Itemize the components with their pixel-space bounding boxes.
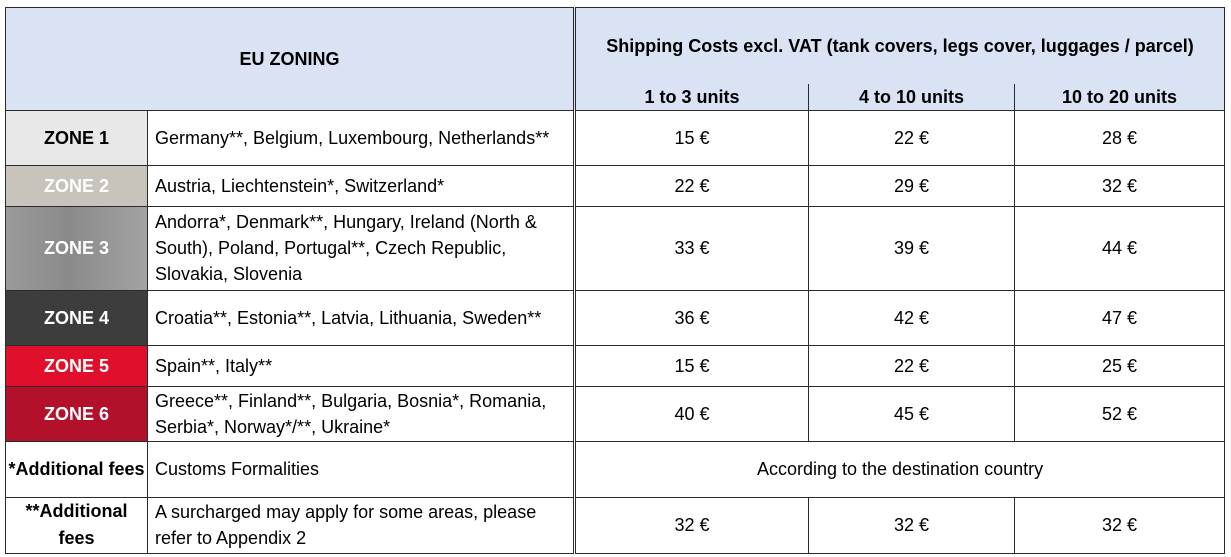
units-header-3: 10 to 20 units (1014, 83, 1226, 111)
units-header-2: 4 to 10 units (808, 83, 1016, 111)
shipping-cost-table-container: EU ZONING Shipping Costs excl. VAT (tank… (4, 7, 1226, 554)
zone-1-price-3: 28 € (1014, 109, 1226, 166)
zone-6-price-1: 40 € (573, 385, 810, 442)
zone-2-price-3: 32 € (1014, 164, 1226, 207)
eu-zoning-header: EU ZONING (4, 7, 576, 111)
destination-country-note: According to the destination country (573, 440, 1226, 498)
zone-4-price-3: 47 € (1014, 289, 1226, 346)
zone-4-price-1: 36 € (573, 289, 810, 346)
zone-6-countries: Greece**, Finland**, Bulgaria, Bosnia*, … (146, 385, 576, 442)
zone-1-price-2: 22 € (808, 109, 1016, 166)
zone-1-price-1: 15 € (573, 109, 810, 166)
header-row-2: 1 to 3 units 4 to 10 units 10 to 20 unit… (6, 83, 1226, 111)
zone-6-price-2: 45 € (808, 385, 1016, 442)
zone-4-price-2: 42 € (808, 289, 1016, 346)
zone-5-countries: Spain**, Italy** (146, 344, 576, 387)
zone-5-label: ZONE 5 (5, 344, 148, 387)
zone-5-price-2: 22 € (808, 344, 1016, 387)
zone-row-3: ZONE 3 Andorra*, Denmark**, Hungary, Ire… (5, 205, 1226, 291)
zone-3-price-2: 39 € (808, 205, 1016, 291)
zone-2-price-1: 22 € (573, 164, 810, 207)
zone-1-label: ZONE 1 (5, 109, 148, 166)
zone-3-countries: Andorra*, Denmark**, Hungary, Ireland (N… (146, 205, 576, 291)
zone-5-price-1: 15 € (573, 344, 810, 387)
zone-3-price-3: 44 € (1014, 205, 1226, 291)
zone-3-label: ZONE 3 (5, 205, 148, 291)
customs-formalities-text: Customs Formalities (146, 440, 576, 498)
surcharge-price-1: 32 € (573, 496, 810, 554)
fees-row-2: **Additional fees A surcharged may apply… (5, 496, 1226, 554)
zone-2-price-2: 29 € (808, 164, 1016, 207)
additional-fees-label-2: **Additional fees (5, 496, 148, 554)
fees-row-1: *Additional fees Customs Formalities Acc… (5, 440, 1226, 498)
header-row-1: EU ZONING Shipping Costs excl. VAT (tank… (4, 7, 1226, 111)
zone-1-countries: Germany**, Belgium, Luxembourg, Netherla… (146, 109, 576, 166)
zone-row-2: ZONE 2 Austria, Liechtenstein*, Switzerl… (5, 164, 1226, 207)
zone-3-price-1: 33 € (573, 205, 810, 291)
shipping-costs-header: Shipping Costs excl. VAT (tank covers, l… (573, 7, 1226, 84)
surcharge-price-2: 32 € (808, 496, 1016, 554)
zone-row-5: ZONE 5 Spain**, Italy** 15 € 22 € 25 € (5, 344, 1226, 387)
shipping-cost-table: EU ZONING Shipping Costs excl. VAT (tank… (4, 7, 1226, 554)
zone-6-price-3: 52 € (1014, 385, 1226, 442)
zone-2-countries: Austria, Liechtenstein*, Switzerland* (146, 164, 576, 207)
zone-row-6: ZONE 6 Greece**, Finland**, Bulgaria, Bo… (5, 385, 1226, 442)
surcharge-price-3: 32 € (1014, 496, 1226, 554)
zone-6-label: ZONE 6 (5, 385, 148, 442)
units-header-1: 1 to 3 units (573, 83, 810, 111)
surcharge-text: A surcharged may apply for some areas, p… (146, 496, 576, 554)
zone-row-1: ZONE 1 Germany**, Belgium, Luxembourg, N… (5, 109, 1226, 166)
zone-4-countries: Croatia**, Estonia**, Latvia, Lithuania,… (146, 289, 576, 346)
zone-4-label: ZONE 4 (5, 289, 148, 346)
additional-fees-label-1: *Additional fees (5, 440, 148, 498)
zone-2-label: ZONE 2 (5, 164, 148, 207)
zone-row-4: ZONE 4 Croatia**, Estonia**, Latvia, Lit… (5, 289, 1226, 346)
zone-5-price-3: 25 € (1014, 344, 1226, 387)
